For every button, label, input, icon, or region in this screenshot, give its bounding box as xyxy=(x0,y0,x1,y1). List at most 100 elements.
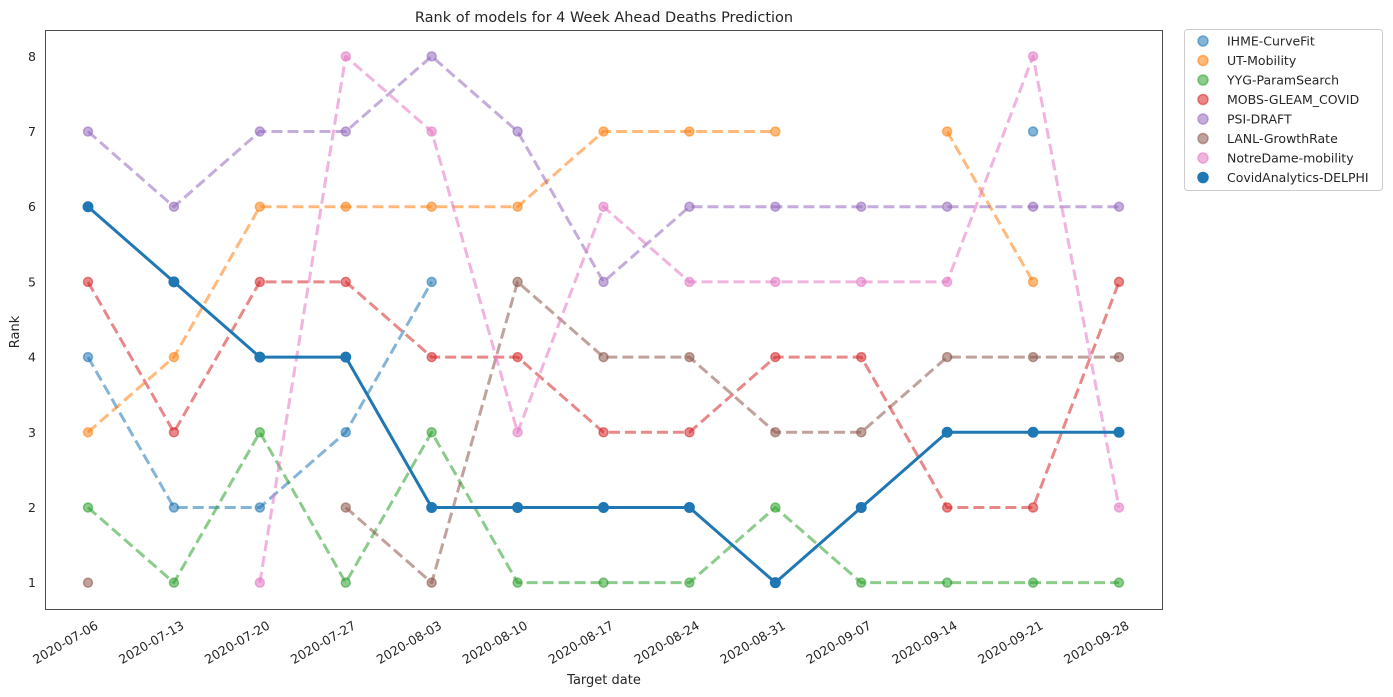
data-point xyxy=(168,201,180,212)
data-point xyxy=(1113,502,1125,513)
legend-label: NotreDame-mobility xyxy=(1227,151,1354,166)
x-tick-label: 2020-08-03 xyxy=(374,618,444,667)
series-3 xyxy=(82,276,1125,513)
legend-label: LANL-GrowthRate xyxy=(1227,131,1338,146)
data-point xyxy=(684,427,695,438)
data-point xyxy=(340,276,351,288)
data-point xyxy=(512,351,523,363)
data-point xyxy=(941,426,953,438)
data-point xyxy=(856,351,867,363)
y-axis-title: Rank xyxy=(8,315,23,348)
x-tick-label: 2020-07-27 xyxy=(288,618,358,667)
data-point xyxy=(82,427,94,438)
legend-marker xyxy=(1197,93,1209,106)
data-point xyxy=(598,577,609,588)
series-2 xyxy=(82,427,1125,588)
series-5 xyxy=(82,276,1125,588)
data-point xyxy=(168,276,180,288)
data-point xyxy=(684,201,695,212)
data-point xyxy=(254,126,266,137)
data-point xyxy=(684,351,695,363)
legend-marker xyxy=(1197,152,1209,164)
y-tick-label: 8 xyxy=(28,49,36,64)
data-point xyxy=(512,126,523,137)
data-point xyxy=(1027,51,1039,62)
y-tick-label: 1 xyxy=(28,575,36,590)
legend-marker xyxy=(1197,74,1209,86)
data-point xyxy=(82,502,94,513)
data-point xyxy=(426,351,437,363)
legend-frame xyxy=(1184,29,1383,191)
plot-area xyxy=(45,30,1163,610)
series-line xyxy=(344,280,1119,585)
legend-marker xyxy=(1197,113,1209,125)
series-line xyxy=(86,281,433,509)
series-7 xyxy=(82,201,1125,589)
x-tick-label: 2020-09-14 xyxy=(889,618,959,667)
legend-label: MOBS-GLEAM_COVID xyxy=(1227,92,1359,107)
data-point xyxy=(1113,201,1125,212)
data-point xyxy=(512,201,523,212)
data-point xyxy=(770,502,781,513)
data-point xyxy=(426,427,437,438)
data-point xyxy=(598,427,609,438)
data-point xyxy=(82,126,94,137)
data-point xyxy=(1027,276,1039,288)
series-0 xyxy=(82,126,1039,513)
data-point xyxy=(856,577,867,588)
data-point xyxy=(254,502,266,513)
data-point xyxy=(426,501,438,513)
y-axis-ticks: 1 2 3 4 5 6 7 8 xyxy=(28,49,36,590)
x-tick-label: 2020-07-06 xyxy=(30,618,100,667)
legend-label: PSI-DRAFT xyxy=(1227,112,1292,127)
y-tick-label: 6 xyxy=(28,199,36,214)
legend-label: YYG-ParamSearch xyxy=(1226,73,1339,88)
data-point xyxy=(683,501,695,513)
data-point xyxy=(340,126,351,137)
data-point xyxy=(340,201,351,212)
data-point xyxy=(340,577,351,588)
data-point xyxy=(1113,577,1125,588)
y-tick-label: 2 xyxy=(28,500,36,515)
data-point xyxy=(512,276,523,288)
data-point xyxy=(1027,351,1039,363)
y-tick-label: 4 xyxy=(28,350,36,365)
data-point xyxy=(941,201,953,212)
x-tick-label: 2020-09-21 xyxy=(975,618,1045,667)
x-tick-label: 2020-09-07 xyxy=(803,618,873,667)
data-point xyxy=(426,201,437,212)
data-point xyxy=(1113,426,1125,438)
data-point xyxy=(426,51,437,62)
data-point xyxy=(168,577,180,588)
data-point xyxy=(512,577,523,588)
data-point xyxy=(1027,577,1039,588)
legend-label: CovidAnalytics-DELPHI xyxy=(1227,170,1369,185)
series-line xyxy=(86,280,1121,509)
x-tick-label: 2020-08-17 xyxy=(546,618,616,667)
data-point xyxy=(598,201,609,212)
series-6 xyxy=(254,51,1125,588)
data-point xyxy=(254,351,266,363)
data-point xyxy=(254,201,266,212)
legend-marker xyxy=(1197,35,1209,47)
series-4 xyxy=(82,51,1125,288)
legend-marker xyxy=(1197,132,1209,145)
x-axis-title: Target date xyxy=(566,673,641,688)
x-tick-label: 2020-07-13 xyxy=(116,618,186,667)
series-line xyxy=(87,205,1119,585)
legend-marker xyxy=(1197,171,1209,184)
data-point xyxy=(1113,351,1125,363)
data-point xyxy=(769,577,781,589)
data-point xyxy=(1027,426,1039,438)
data-point xyxy=(1113,276,1125,288)
data-point xyxy=(1027,201,1039,212)
data-point xyxy=(684,577,695,588)
y-tick-label: 3 xyxy=(28,425,36,440)
data-point xyxy=(426,126,437,137)
data-point xyxy=(770,276,781,288)
data-point xyxy=(512,427,523,438)
x-tick-label: 2020-08-24 xyxy=(631,618,701,667)
data-point xyxy=(1027,502,1039,513)
series-line xyxy=(87,54,1119,284)
data-point xyxy=(941,276,953,288)
